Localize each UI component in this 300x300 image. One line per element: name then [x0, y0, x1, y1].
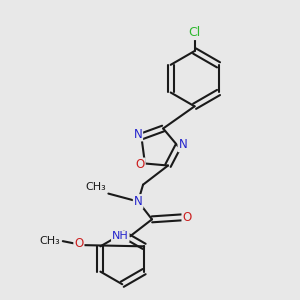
- Text: NH: NH: [112, 231, 129, 241]
- Text: N: N: [134, 128, 142, 140]
- Text: N: N: [178, 138, 187, 151]
- Text: CH₃: CH₃: [40, 236, 60, 246]
- Text: Cl: Cl: [188, 26, 201, 39]
- Text: N: N: [134, 195, 142, 208]
- Text: O: O: [136, 158, 145, 172]
- Text: CH₃: CH₃: [85, 182, 106, 192]
- Text: O: O: [74, 237, 83, 250]
- Text: O: O: [182, 211, 192, 224]
